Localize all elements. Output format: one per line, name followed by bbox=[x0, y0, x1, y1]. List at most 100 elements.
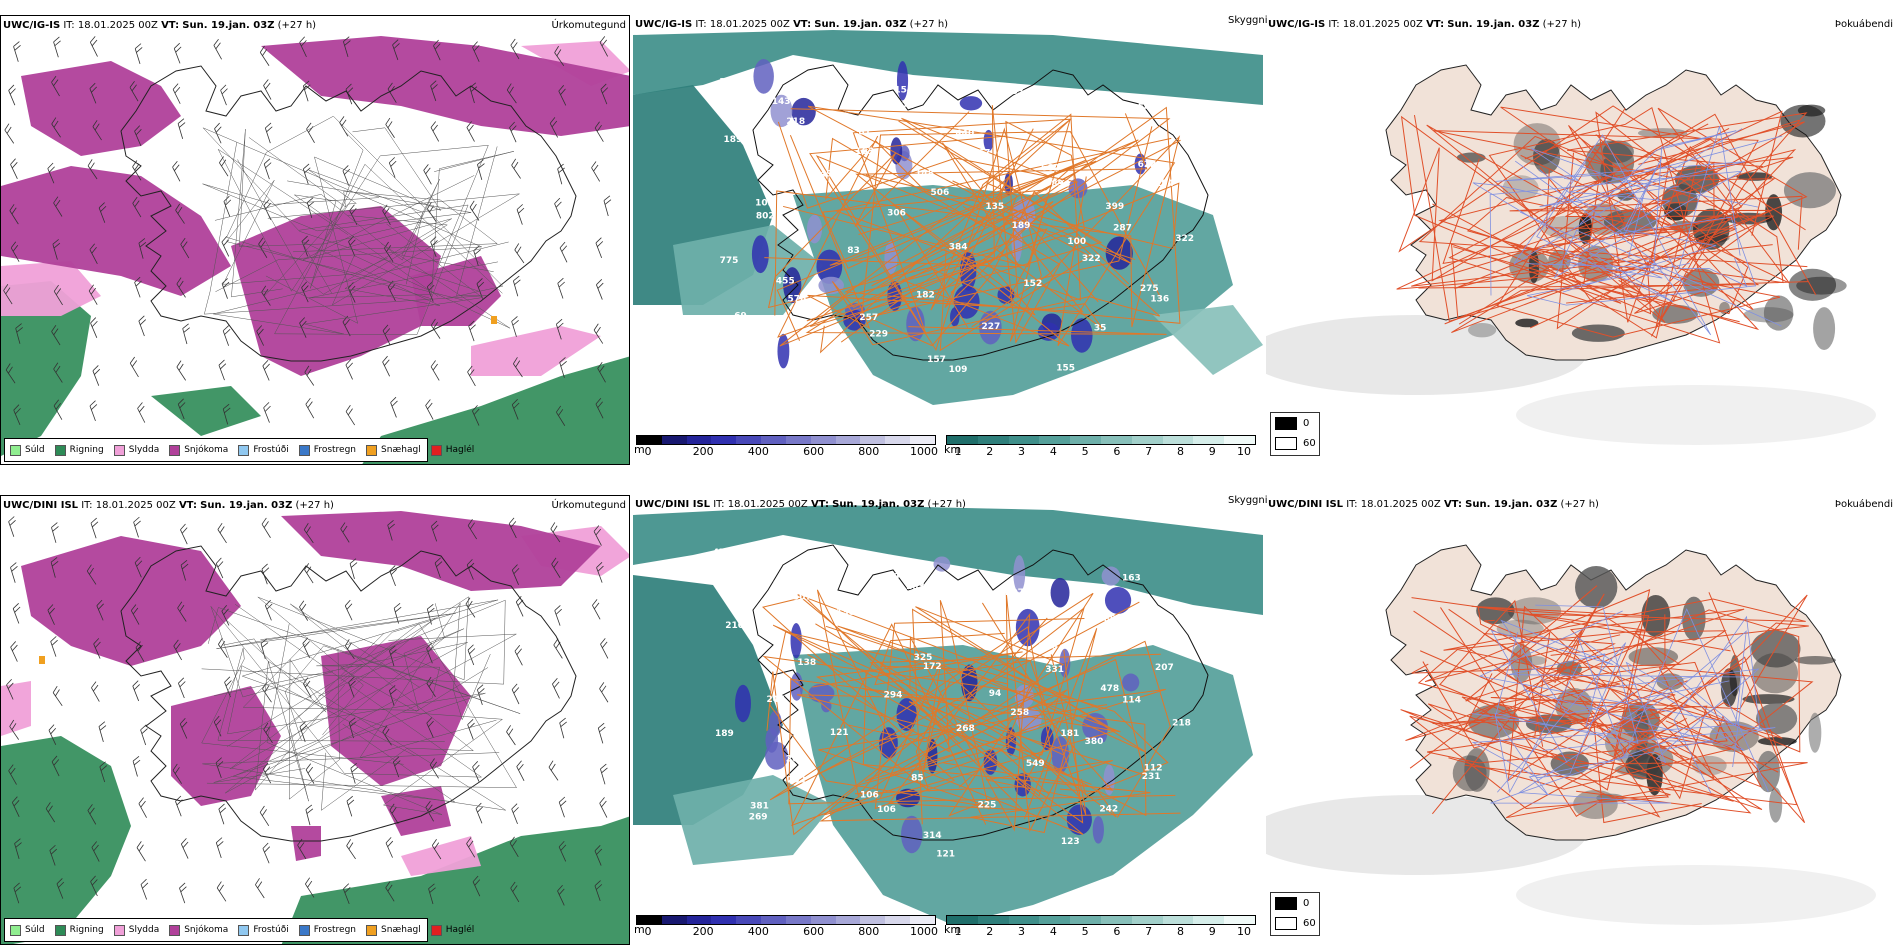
scale-tick: 400 bbox=[747, 925, 769, 938]
ceiling-label: 322 bbox=[1082, 254, 1101, 264]
wind-barb bbox=[180, 559, 189, 581]
road bbox=[855, 113, 1148, 347]
ceiling-label: 138 bbox=[797, 658, 816, 668]
wind-barb bbox=[221, 605, 230, 626]
ceiling-label: 154 bbox=[894, 86, 913, 96]
coastline bbox=[752, 64, 1209, 361]
river bbox=[1520, 135, 1783, 279]
ice-pellet-area bbox=[39, 656, 45, 664]
legend-label: Snjókoma bbox=[184, 925, 229, 935]
terrain-contour bbox=[210, 604, 483, 778]
wind-barb bbox=[509, 836, 519, 857]
wind-barb bbox=[431, 520, 439, 542]
wind-barb bbox=[180, 523, 188, 545]
wind-barb bbox=[255, 878, 265, 899]
terrain-contour bbox=[242, 628, 465, 711]
wind-barb bbox=[258, 237, 268, 258]
wind-barb bbox=[140, 724, 148, 746]
fog-signal bbox=[1756, 750, 1780, 793]
wind-barb bbox=[87, 159, 98, 180]
visibility-area bbox=[633, 30, 1263, 105]
wind-barb bbox=[558, 840, 567, 862]
terrain-contour bbox=[201, 599, 506, 712]
wind-barb bbox=[390, 396, 398, 418]
ceiling-label: 541 bbox=[1138, 103, 1157, 113]
ceiling-label: 310 bbox=[1167, 837, 1186, 847]
wind-barb bbox=[10, 641, 18, 662]
snow-area bbox=[21, 536, 241, 666]
wind-barb bbox=[303, 677, 312, 698]
scale-tick: 1000 bbox=[910, 925, 938, 938]
low-ceiling-area bbox=[896, 60, 909, 101]
scale-tick: 4 bbox=[1049, 925, 1057, 938]
wind-barb bbox=[179, 882, 187, 904]
fog-signal bbox=[1780, 104, 1826, 138]
ceiling-label: 229 bbox=[852, 622, 871, 632]
low-ceiling-area bbox=[790, 622, 802, 659]
river bbox=[1678, 125, 1748, 287]
coastline bbox=[752, 544, 1209, 841]
wind-barb bbox=[215, 837, 224, 858]
ceiling-label: 106 bbox=[860, 790, 879, 800]
legend-label: Slydda bbox=[128, 925, 160, 935]
low-ceiling-area bbox=[1013, 555, 1026, 593]
wind-barb bbox=[99, 761, 108, 783]
road bbox=[777, 121, 1097, 287]
snow-area bbox=[281, 511, 601, 591]
road bbox=[777, 105, 1061, 344]
road bbox=[837, 625, 1169, 796]
wind-barb bbox=[509, 121, 517, 143]
ceiling-label: 478 bbox=[1100, 684, 1119, 694]
terrain-contour bbox=[201, 648, 445, 765]
ceiling-label: 374 bbox=[896, 101, 915, 111]
road bbox=[1438, 137, 1749, 315]
wind-barb bbox=[86, 564, 97, 585]
wind-barb bbox=[594, 121, 604, 142]
ceiling-label: 218 bbox=[1172, 719, 1191, 729]
wind-barb bbox=[428, 883, 436, 905]
wind-barb bbox=[173, 639, 182, 661]
wind-barb bbox=[216, 881, 227, 902]
terrain-contour bbox=[237, 159, 475, 295]
wind-barb bbox=[345, 358, 353, 380]
terrain-contour bbox=[257, 596, 469, 736]
terrain-contour bbox=[231, 129, 420, 298]
ceiling-label: 123 bbox=[1061, 837, 1080, 847]
wind-barb bbox=[305, 804, 314, 826]
fog-legend: 0 60 bbox=[1270, 892, 1320, 936]
fog-signal bbox=[1467, 322, 1497, 338]
ceiling-label: 246 bbox=[1039, 642, 1058, 652]
ceiling-label: 268 bbox=[956, 724, 975, 734]
legend-label: Haglél bbox=[445, 445, 475, 455]
wind-barb bbox=[552, 678, 560, 699]
wind-barb bbox=[263, 79, 272, 100]
wind-barb bbox=[14, 838, 22, 860]
legend-swatch bbox=[54, 444, 66, 456]
ceiling-label: 549 bbox=[1026, 759, 1045, 769]
ceiling-label: 210 bbox=[725, 621, 744, 631]
wind-barb bbox=[134, 556, 143, 578]
scale-tick: 8 bbox=[1176, 925, 1184, 938]
ceiling-label: 894 bbox=[1051, 180, 1070, 190]
sleet-area bbox=[1, 261, 101, 316]
legend-swatch bbox=[113, 924, 125, 936]
wind-barb bbox=[259, 45, 270, 66]
wind-barb bbox=[385, 881, 395, 902]
wind-barb bbox=[261, 285, 271, 306]
wind-barb bbox=[53, 284, 63, 306]
terrain-contour bbox=[359, 603, 497, 759]
wind-barb bbox=[558, 85, 567, 106]
wind-barb bbox=[473, 245, 481, 267]
road bbox=[1409, 648, 1688, 769]
wind-barb bbox=[305, 763, 315, 784]
low-ceiling-area bbox=[1071, 318, 1093, 353]
terrain-contour bbox=[225, 619, 340, 800]
scale-unit: m bbox=[634, 923, 645, 936]
ceiling-label: 207 bbox=[1005, 588, 1024, 598]
ceiling-label: 314 bbox=[923, 831, 942, 841]
scale-tick: 5 bbox=[1081, 925, 1089, 938]
terrain-contour bbox=[266, 623, 504, 815]
low-ceiling-area bbox=[901, 815, 923, 854]
low-ceiling-area bbox=[765, 727, 779, 753]
wind-barb bbox=[53, 362, 63, 383]
